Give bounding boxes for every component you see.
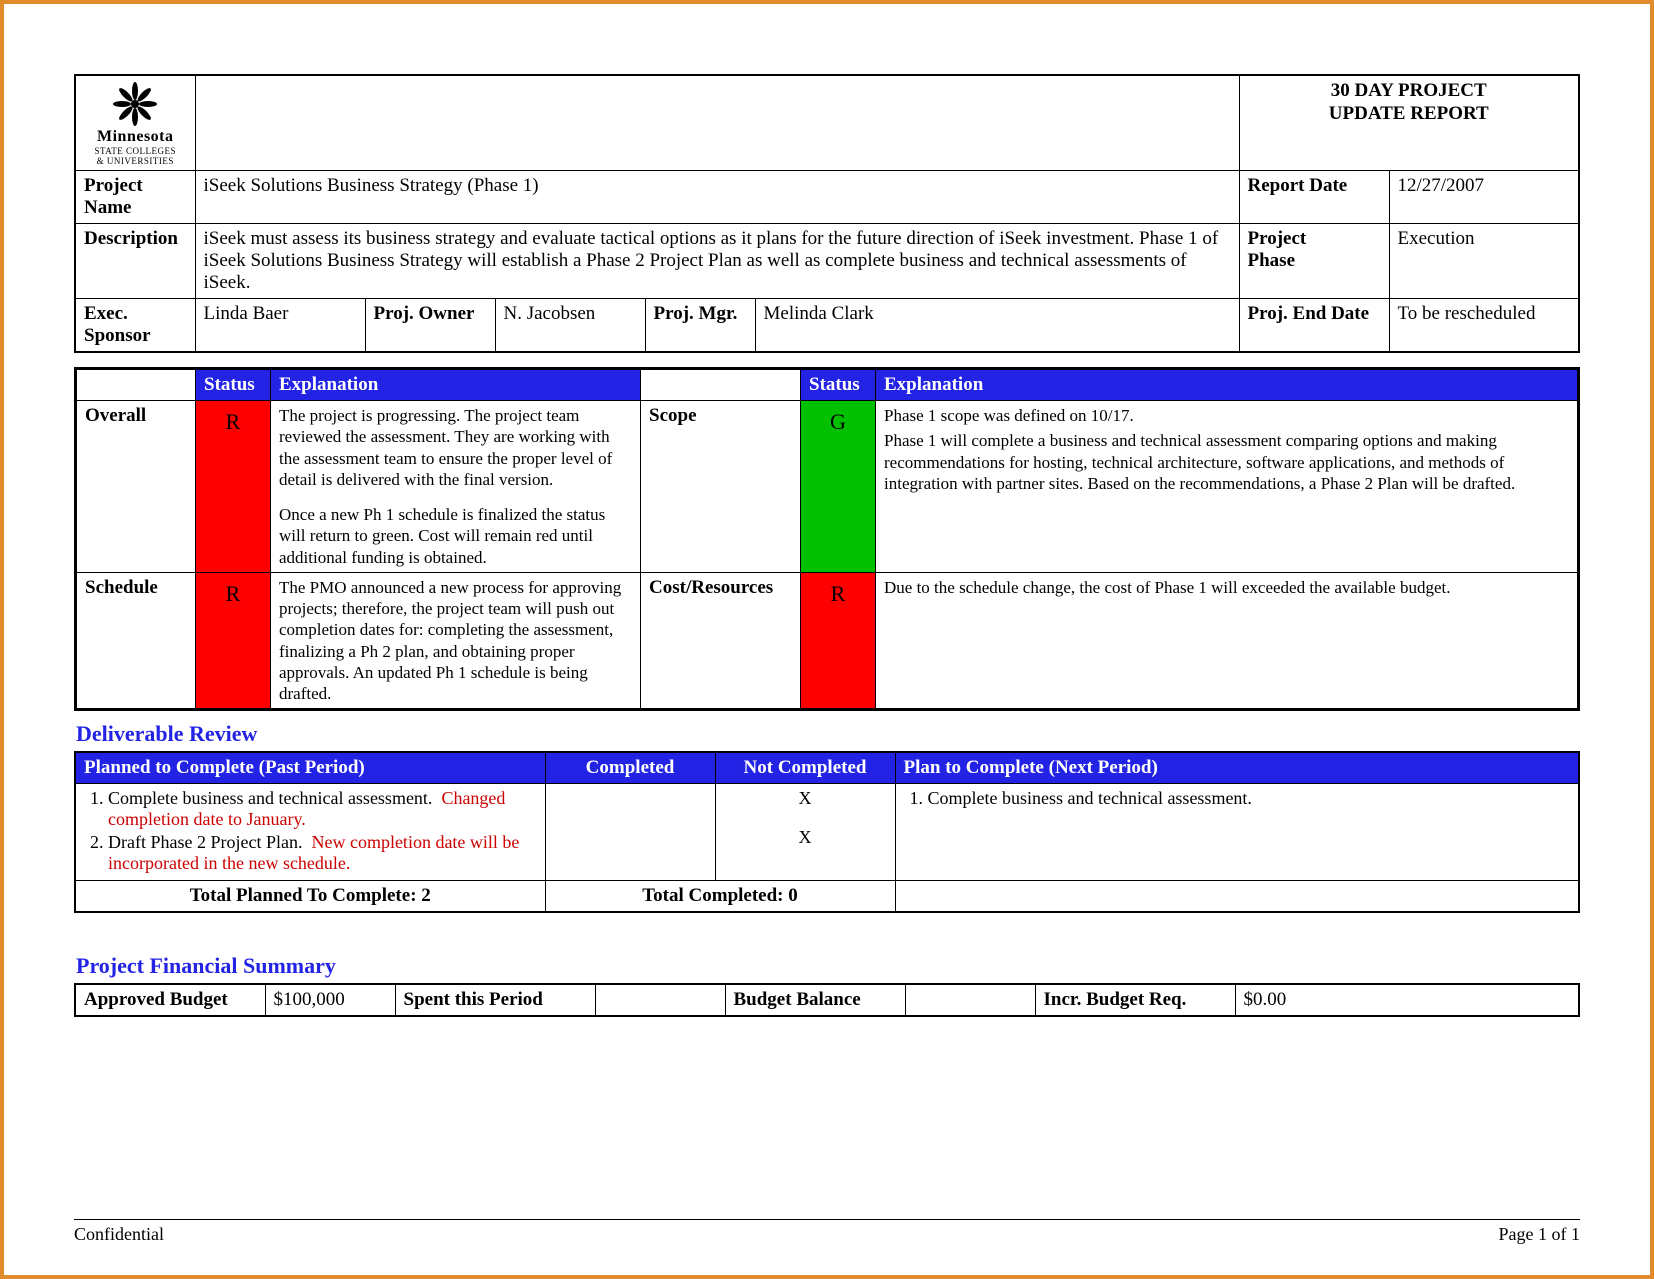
project-phase-value: Execution [1389, 224, 1579, 299]
deliv-nc-1: X [724, 788, 887, 809]
status-hdr-expl1: Explanation [271, 369, 641, 401]
schedule-explanation: The PMO announced a new process for appr… [271, 572, 641, 710]
overall-status: R [196, 401, 271, 573]
report-title: 30 DAY PROJECT UPDATE REPORT [1239, 75, 1579, 171]
header-spacer [195, 75, 1239, 171]
incr-label: Incr. Budget Req. [1035, 984, 1235, 1016]
deliv-col-not-completed: Not Completed [715, 752, 895, 784]
page-content: Minnesota STATE COLLEGES& UNIVERSITIES 3… [74, 74, 1580, 1017]
logo-name: Minnesota [80, 128, 191, 146]
header-table: Minnesota STATE COLLEGES& UNIVERSITIES 3… [74, 74, 1580, 353]
status-hdr-blank2 [641, 369, 801, 401]
project-name-value: iSeek Solutions Business Strategy (Phase… [195, 171, 1239, 224]
overall-explanation: The project is progressing. The project … [271, 401, 641, 573]
cost-explanation: Due to the schedule change, the cost of … [876, 572, 1579, 710]
total-planned: Total Planned To Complete: 2 [75, 881, 545, 913]
logo-sub: STATE COLLEGES& UNIVERSITIES [80, 146, 191, 166]
deliv-completed-cell [545, 784, 715, 881]
proj-mgr-label: Proj. Mgr. [645, 299, 755, 353]
report-title-line1: 30 DAY PROJECT [1331, 80, 1487, 101]
total-blank [895, 881, 1579, 913]
deliv-next-cell: Complete business and technical assessme… [895, 784, 1579, 881]
report-date-label: Report Date [1239, 171, 1389, 224]
description-value: iSeek must assess its business strategy … [195, 224, 1239, 299]
status-hdr-status2: Status [801, 369, 876, 401]
incr-value: $0.00 [1235, 984, 1579, 1016]
balance-value [905, 984, 1035, 1016]
page-footer: Confidential Page 1 of 1 [74, 1219, 1580, 1245]
overall-label: Overall [76, 401, 196, 573]
scope-status: G [801, 401, 876, 573]
report-date-value: 12/27/2007 [1389, 171, 1579, 224]
financial-section-title: Project Financial Summary [76, 953, 1580, 979]
deliv-col-completed: Completed [545, 752, 715, 784]
proj-mgr-value: Melinda Clark [755, 299, 1239, 353]
project-name-label: Project Name [75, 171, 195, 224]
spent-value [595, 984, 725, 1016]
scope-label: Scope [641, 401, 801, 573]
overall-expl-p1: The project is progressing. The project … [279, 405, 632, 490]
document-frame: Minnesota STATE COLLEGES& UNIVERSITIES 3… [0, 0, 1654, 1279]
status-hdr-expl2: Explanation [876, 369, 1579, 401]
proj-end-value: To be rescheduled [1389, 299, 1579, 353]
deliv-not-completed-cell: X X [715, 784, 895, 881]
logo-icon [113, 82, 157, 126]
financial-table: Approved Budget $100,000 Spent this Peri… [74, 983, 1580, 1017]
scope-explanation: Phase 1 scope was defined on 10/17. Phas… [876, 401, 1579, 573]
project-phase-label: ProjectPhase [1239, 224, 1389, 299]
proj-end-label: Proj. End Date [1239, 299, 1389, 353]
report-title-line2: UPDATE REPORT [1329, 103, 1489, 124]
deliverable-table: Planned to Complete (Past Period) Comple… [74, 751, 1580, 913]
spent-label: Spent this Period [395, 984, 595, 1016]
status-hdr-blank1 [76, 369, 196, 401]
description-label: Description [75, 224, 195, 299]
deliv-next-1: Complete business and technical assessme… [928, 788, 1571, 809]
schedule-status: R [196, 572, 271, 710]
deliv-item2-text: Draft Phase 2 Project Plan. [108, 832, 302, 852]
proj-owner-label: Proj. Owner [365, 299, 495, 353]
approved-budget-label: Approved Budget [75, 984, 265, 1016]
overall-expl-p2: Once a new Ph 1 schedule is finalized th… [279, 504, 632, 568]
exec-sponsor-value: Linda Baer [195, 299, 365, 353]
deliv-col-planned: Planned to Complete (Past Period) [75, 752, 545, 784]
approved-budget-value: $100,000 [265, 984, 395, 1016]
deliv-item-2: Draft Phase 2 Project Plan. New completi… [108, 832, 537, 874]
scope-expl-p2: Phase 1 will complete a business and tec… [884, 430, 1569, 494]
status-hdr-status1: Status [196, 369, 271, 401]
logo-cell: Minnesota STATE COLLEGES& UNIVERSITIES [75, 75, 195, 171]
deliv-item-1: Complete business and technical assessme… [108, 788, 537, 830]
deliverable-section-title: Deliverable Review [76, 721, 1580, 747]
deliv-item1-text: Complete business and technical assessme… [108, 788, 432, 808]
cost-label: Cost/Resources [641, 572, 801, 710]
balance-label: Budget Balance [725, 984, 905, 1016]
footer-right: Page 1 of 1 [1499, 1224, 1580, 1245]
cost-status: R [801, 572, 876, 710]
schedule-label: Schedule [76, 572, 196, 710]
scope-expl-p1: Phase 1 scope was defined on 10/17. [884, 405, 1569, 426]
deliv-col-next: Plan to Complete (Next Period) [895, 752, 1579, 784]
deliv-planned-cell: Complete business and technical assessme… [75, 784, 545, 881]
deliv-nc-2: X [724, 827, 887, 848]
footer-left: Confidential [74, 1224, 164, 1245]
exec-sponsor-label: Exec. Sponsor [75, 299, 195, 353]
proj-owner-value: N. Jacobsen [495, 299, 645, 353]
status-table: Status Explanation Status Explanation Ov… [74, 367, 1580, 711]
total-completed: Total Completed: 0 [545, 881, 895, 913]
